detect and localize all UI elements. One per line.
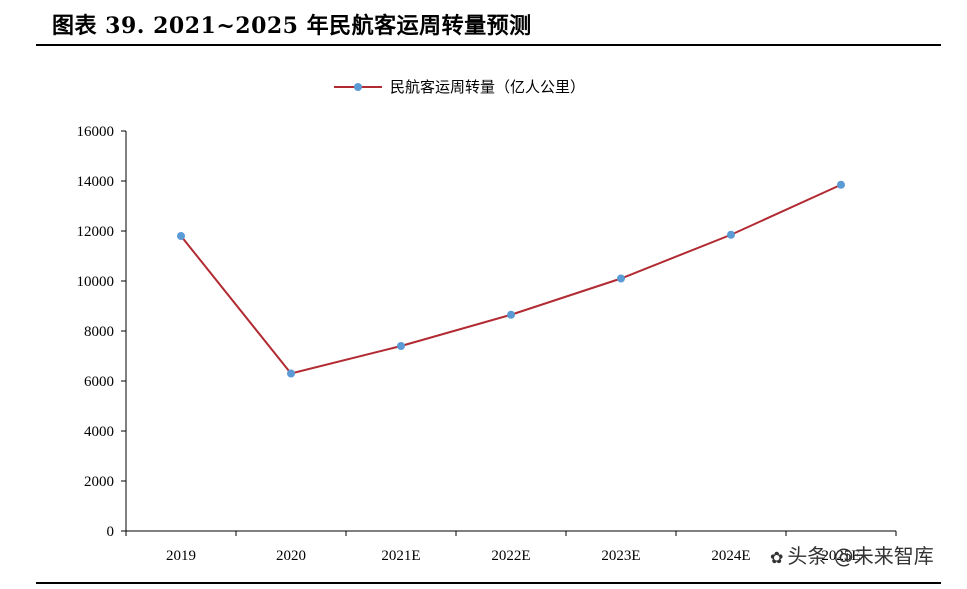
y-tick-label: 12000 <box>77 224 115 240</box>
legend-marker-swatch <box>354 83 362 91</box>
watermark-icon: ✿ <box>770 548 784 567</box>
y-tick-label: 10000 <box>77 274 115 290</box>
y-tick-labels: 0 2000 4000 6000 8000 10000 12000 14000 16000 <box>77 124 115 540</box>
y-tick-label: 4000 <box>84 424 114 440</box>
legend-label: 民航客运周转量（亿人公里） <box>390 78 585 96</box>
data-point <box>727 230 735 239</box>
x-tick-label: 2022E <box>491 548 530 564</box>
data-point <box>287 369 295 378</box>
series-group <box>177 180 845 378</box>
x-tick-label: 2023E <box>601 548 640 564</box>
watermark-text: 头条 @未来智库 <box>787 544 934 568</box>
y-tick-label: 0 <box>107 524 115 540</box>
x-tick-label: 2025E <box>821 548 860 564</box>
data-point <box>837 180 845 189</box>
data-point <box>507 310 515 319</box>
y-tick-label: 6000 <box>84 374 114 390</box>
y-tick-label: 16000 <box>77 124 115 140</box>
x-tick-label: 2020 <box>276 548 306 564</box>
data-point <box>617 274 625 283</box>
y-tick-label: 14000 <box>77 174 115 190</box>
watermark: ✿ 头条 @未来智库 <box>770 540 934 569</box>
top-rule <box>36 44 941 46</box>
series-line <box>180 183 842 375</box>
x-tick-label: 2019 <box>166 548 196 564</box>
data-point <box>397 342 405 350</box>
y-tick-label: 2000 <box>84 474 114 490</box>
x-tick-labels: 2019 2020 2021E 2022E 2023E 2024E 2025E <box>166 548 861 564</box>
x-tick-label: 2024E <box>711 548 750 564</box>
data-point <box>177 232 185 240</box>
figure-title: 图表 39. 2021~2025 年民航客运周转量预测 <box>52 13 532 39</box>
axes <box>121 130 897 536</box>
y-tick-label: 8000 <box>84 324 114 340</box>
bottom-rule <box>36 582 941 584</box>
legend: 民航客运周转量（亿人公里） <box>334 78 585 96</box>
x-tick-label: 2021E <box>381 548 420 564</box>
